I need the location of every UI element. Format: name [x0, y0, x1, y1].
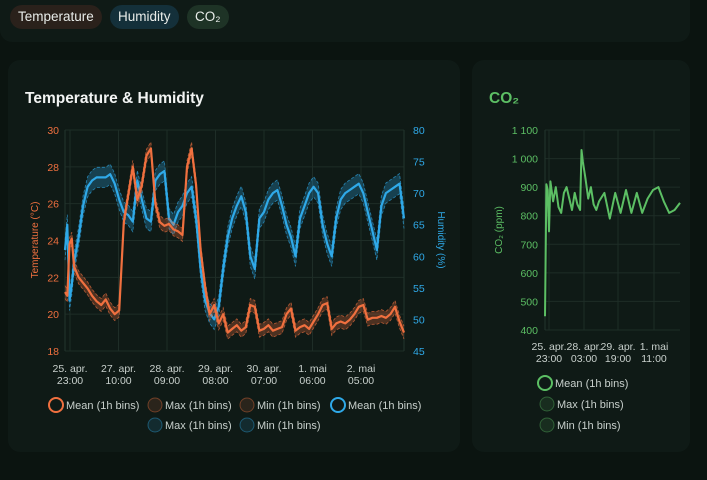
legend-item: Max (1h bins): [147, 397, 232, 413]
legend-label: Min (1h bins): [257, 400, 321, 412]
co2-y-tick: 400: [520, 325, 538, 337]
y-right-axis-label: Humidity (%): [435, 211, 446, 268]
y-left-tick: 22: [47, 272, 59, 284]
legend-label: Mean (1h bins): [348, 400, 421, 412]
legend-label: Min (1h bins): [557, 420, 621, 432]
humidity-mean-line: [63, 169, 406, 321]
x-tick-label: 2. mai: [347, 363, 376, 375]
x-tick-label: 28. apr.: [149, 363, 184, 375]
temperature-mean-line: [64, 147, 406, 334]
co2-y-tick: 1 100: [512, 125, 538, 137]
y-left-tick: 18: [47, 346, 59, 358]
co2-x-tick-label: 19:00: [605, 353, 631, 365]
x-tick-label: 09:00: [154, 375, 180, 387]
legend-swatch: [330, 397, 346, 413]
legend-item: Mean (1h bins): [330, 397, 421, 413]
y-right-tick: 80: [413, 125, 425, 137]
legend-swatch: [147, 397, 163, 413]
x-tick-label: 23:00: [57, 375, 83, 387]
x-tick-label: 27. apr.: [101, 363, 136, 375]
co2-x-tick-label: 25. apr.: [531, 341, 566, 353]
legend-item: Mean (1h bins): [48, 397, 139, 413]
legend-swatch: [239, 417, 255, 433]
legend-swatch: [239, 397, 255, 413]
x-tick-label: 07:00: [251, 375, 277, 387]
co2-plot: 400 500 600 700 800 900 1 000 1 100 25. apr.23:0…: [494, 125, 681, 365]
legend-item: Min (1h bins): [239, 397, 321, 413]
legend-label: Max (1h bins): [165, 420, 232, 432]
x-tick-label: 06:00: [299, 375, 325, 387]
y-right-tick: 70: [413, 188, 425, 200]
x-tick-label: 25. apr.: [52, 363, 87, 375]
x-tick-label: 29. apr.: [198, 363, 233, 375]
y-left-axis-label: Temperature (°C): [30, 202, 41, 279]
legend-label: Max (1h bins): [557, 399, 624, 411]
tab-temperature[interactable]: Temperature: [10, 5, 102, 29]
x-tick-label: 05:00: [348, 375, 374, 387]
temperature-humidity-title: Temperature & Humidity: [25, 90, 204, 107]
co2-y-tick: 1 000: [512, 154, 538, 166]
temperature-humidity-card: Temperature & Humidity: [8, 60, 460, 452]
y-right-tick: 60: [413, 251, 425, 263]
tab-bar: Temperature Humidity CO₂: [0, 0, 690, 42]
co2-legend-item: Max (1h bins): [539, 396, 624, 412]
y-right-tick: 65: [413, 220, 425, 232]
co2-x-tick-label: 23:00: [536, 353, 562, 365]
legend-swatch: [539, 396, 555, 412]
legend-item: Min (1h bins): [239, 417, 321, 433]
co2-x-tick-label: 03:00: [571, 353, 597, 365]
x-tick-label: 30. apr.: [246, 363, 281, 375]
humidity-min-line: [64, 180, 405, 331]
co2-x-tick-label: 11:00: [641, 353, 667, 365]
x-tick-label: 10:00: [105, 375, 131, 387]
legend-label: Max (1h bins): [165, 400, 232, 412]
humidity-max-line: [64, 160, 405, 311]
legend-swatch: [48, 397, 64, 413]
legend-swatch: [147, 417, 163, 433]
co2-y-tick: 600: [520, 268, 538, 280]
y-left-tick: 30: [47, 125, 59, 137]
co2-y-axis-label: CO₂ (ppm): [494, 206, 505, 254]
co2-mean-line: [544, 149, 681, 317]
legend-swatch: [539, 417, 555, 433]
y-right-tick: 55: [413, 283, 425, 295]
co2-y-tick: 900: [520, 182, 538, 194]
co2-x-tick-label: 28. apr.: [566, 341, 601, 353]
co2-x-tick-label: 29. apr.: [600, 341, 635, 353]
y-left-tick: 28: [47, 162, 59, 174]
tab-humidity[interactable]: Humidity: [110, 5, 179, 29]
x-tick-label: 08:00: [202, 375, 228, 387]
legend-item: Max (1h bins): [147, 417, 232, 433]
co2-title: CO₂: [489, 90, 520, 107]
y-right-tick: 75: [413, 157, 425, 169]
temperature-max-line: [64, 140, 405, 327]
co2-y-tick: 800: [520, 211, 538, 223]
y-right-tick: 50: [413, 314, 425, 326]
y-left-tick: 24: [47, 236, 59, 248]
legend-swatch: [537, 375, 553, 391]
tab-co2[interactable]: CO₂: [187, 5, 229, 29]
co2-legend-item: Mean (1h bins): [537, 375, 628, 391]
legend-label: Min (1h bins): [257, 420, 321, 432]
y-right-tick: 45: [413, 346, 425, 358]
co2-y-tick: 700: [520, 239, 538, 251]
y-left-tick: 26: [47, 199, 59, 211]
co2-legend-item: Min (1h bins): [539, 417, 621, 433]
y-left-tick: 20: [47, 309, 59, 321]
co2-x-tick-label: 1. mai: [640, 341, 669, 353]
x-tick-label: 1. mai: [298, 363, 327, 375]
th-plot: 18 20 22 24 26 28 30 45 50 55 60 65 70 75 80 25. apr.23…: [30, 125, 446, 387]
legend-label: Mean (1h bins): [66, 400, 139, 412]
co2-y-tick: 500: [520, 296, 538, 308]
legend-label: Mean (1h bins): [555, 378, 628, 390]
